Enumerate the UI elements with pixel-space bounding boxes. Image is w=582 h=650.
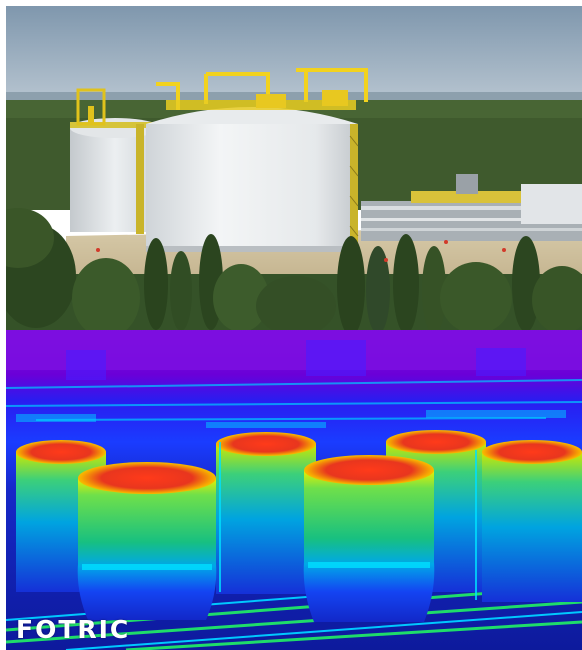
thermal-tank-front-2 [303,455,435,622]
thermal-tank-front-1 [77,462,217,620]
thermal-tank-back-2 [216,432,316,594]
fotric-logo: FOTRIC [16,615,131,644]
horizon-water [6,92,582,102]
foreground-trees [6,208,582,330]
thermal-canvas [6,330,582,650]
background-structures [6,379,582,421]
lng-tank-main [136,68,368,252]
lng-storage-tanks-photo [6,6,582,330]
thermal-infrared-image: FOTRIC [6,330,582,650]
thermal-tank-back-4 [482,440,582,602]
photo-canvas [6,6,582,330]
site-markers [96,240,506,262]
sky [6,6,582,98]
pipe-rack [361,174,582,241]
image-frame: FOTRIC [6,6,582,650]
